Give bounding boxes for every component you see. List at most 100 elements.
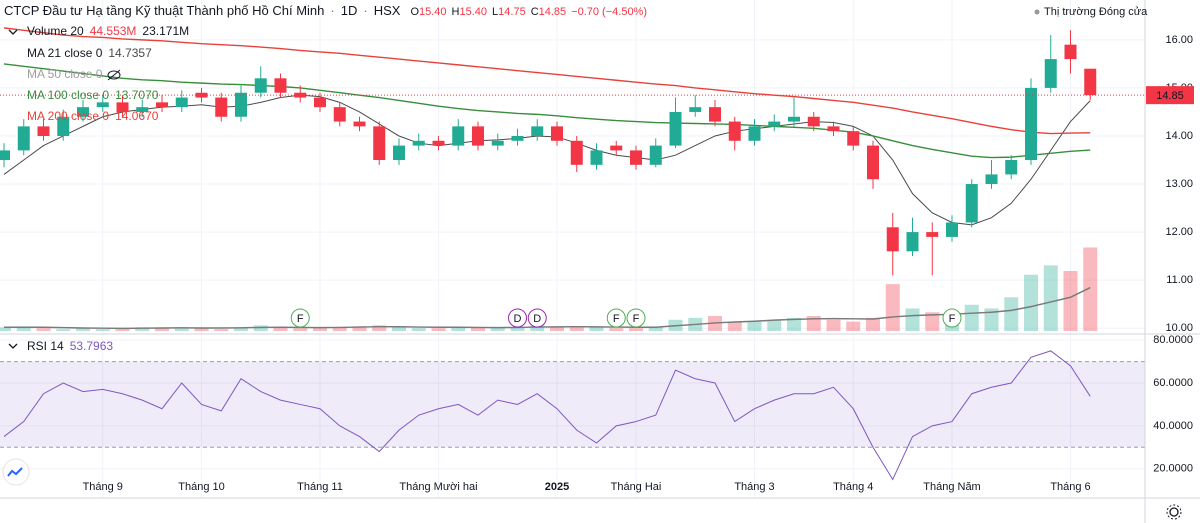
event-marker[interactable]	[290, 308, 310, 328]
rsi-legend: RSI 14 53.7963	[27, 339, 113, 353]
volume-bar	[56, 329, 71, 331]
volume-bar	[866, 317, 880, 331]
candle-body	[412, 140, 425, 146]
y-tick-label: 13.00	[1165, 178, 1193, 190]
event-label: D	[533, 313, 541, 325]
settings-gear[interactable]	[1166, 504, 1182, 520]
candle-body	[531, 126, 544, 136]
volume-bar	[885, 284, 900, 331]
hidden-eye-icon[interactable]	[107, 70, 121, 80]
ohlc-value: 15.40	[419, 6, 447, 18]
ohlc-key: H	[452, 6, 460, 18]
candle-body	[768, 121, 781, 127]
x-tick-label: Tháng Hai	[611, 481, 662, 493]
volume-bar	[431, 328, 446, 331]
candle-body	[847, 131, 860, 146]
volume-bar	[905, 308, 920, 331]
y-tick-label: 16.00	[1165, 34, 1193, 46]
legend-text: Volume 20	[27, 24, 84, 38]
collapse-legend[interactable]	[8, 29, 18, 35]
interval: 1D	[341, 3, 358, 18]
legend-text: 23.171M	[142, 24, 189, 38]
volume-bar	[846, 321, 861, 331]
x-tick-label: Tháng 9	[83, 481, 123, 493]
candle-body	[630, 150, 642, 165]
volume-bar	[293, 328, 308, 331]
candle-body	[906, 232, 919, 252]
change: −0.70 (−4.50%)	[571, 6, 647, 18]
volume-bar	[95, 329, 110, 331]
y-tick-label: 10.00	[1165, 322, 1193, 334]
candle-body	[551, 126, 563, 141]
ma-line	[3, 63, 1091, 159]
y-tick-label: 11.00	[1166, 274, 1193, 286]
market-status[interactable]: Thị trường Đóng cửa	[1044, 6, 1148, 18]
event-marker[interactable]	[508, 308, 527, 328]
candle-body	[175, 97, 188, 108]
rsi-line	[3, 350, 1091, 481]
grid	[0, 0, 1145, 498]
volume-bar	[1063, 271, 1078, 331]
x-tick-label: Tháng Mười hai	[399, 481, 477, 493]
event-label: F	[949, 313, 956, 325]
candle-body	[886, 227, 899, 252]
volume-bar	[155, 328, 169, 331]
volume-ma-line	[4, 286, 1091, 330]
candle-body	[353, 121, 366, 127]
volume-bar	[76, 328, 90, 331]
volume-bar	[826, 319, 841, 331]
volume-bar	[313, 328, 327, 331]
legend-row: MA 21 close 0 14.7357	[27, 46, 152, 60]
candle-body	[590, 150, 603, 165]
volume-bar	[964, 304, 979, 331]
candle-body	[511, 135, 524, 141]
event-marker[interactable]	[626, 308, 646, 328]
candle-body	[373, 126, 386, 161]
event-marker[interactable]	[606, 308, 626, 328]
symbol-title: CTCP Đầu tư Hạ tầng Kỹ thuật Thành phố H…	[4, 3, 647, 18]
last-price-label: 14.85	[1156, 90, 1184, 102]
volume-bar	[550, 327, 564, 331]
x-tick-label: Tháng 6	[1050, 481, 1090, 493]
event-marker[interactable]	[942, 308, 962, 328]
volume-bar	[767, 319, 782, 331]
candle-body	[0, 150, 10, 161]
candle-body	[1064, 44, 1077, 60]
candle-body	[649, 145, 662, 165]
candle-body	[116, 102, 129, 112]
volume-bar	[530, 325, 545, 331]
volume-bar	[984, 308, 999, 331]
rsi-band	[0, 361, 1145, 448]
ohlc-key: O	[410, 6, 419, 18]
legend-text: 13.7070	[115, 88, 159, 102]
candle-body	[254, 78, 267, 93]
event-label: F	[613, 313, 620, 325]
legend-text: RSI 14	[27, 339, 64, 353]
candle-body	[393, 145, 405, 161]
volume-bar	[490, 328, 505, 331]
ohlc-key: L	[492, 6, 498, 18]
volume-bar	[115, 329, 130, 331]
ohlc-value: 14.75	[498, 6, 526, 18]
candle-body	[136, 107, 149, 112]
volume-bar	[332, 327, 347, 331]
candle-body	[728, 121, 741, 141]
legend-text: 53.7963	[70, 339, 114, 353]
candle-body	[472, 126, 484, 146]
candle-body	[156, 102, 168, 108]
logo[interactable]	[2, 458, 30, 486]
legend-text: 14.0670	[115, 109, 159, 123]
y-tick-label: 12.00	[1165, 226, 1193, 238]
candle-body	[946, 222, 958, 237]
x-tick-label: Tháng 11	[297, 481, 343, 493]
x-tick-label: Tháng Năm	[923, 481, 980, 493]
event-label: D	[514, 313, 522, 325]
candle-body	[1044, 59, 1057, 88]
volume-bar	[609, 328, 624, 331]
volume-bar	[510, 327, 525, 331]
volume-bar	[36, 328, 51, 331]
event-marker[interactable]	[527, 308, 547, 328]
collapse-rsi[interactable]	[8, 343, 18, 349]
volume-bar	[411, 328, 426, 331]
